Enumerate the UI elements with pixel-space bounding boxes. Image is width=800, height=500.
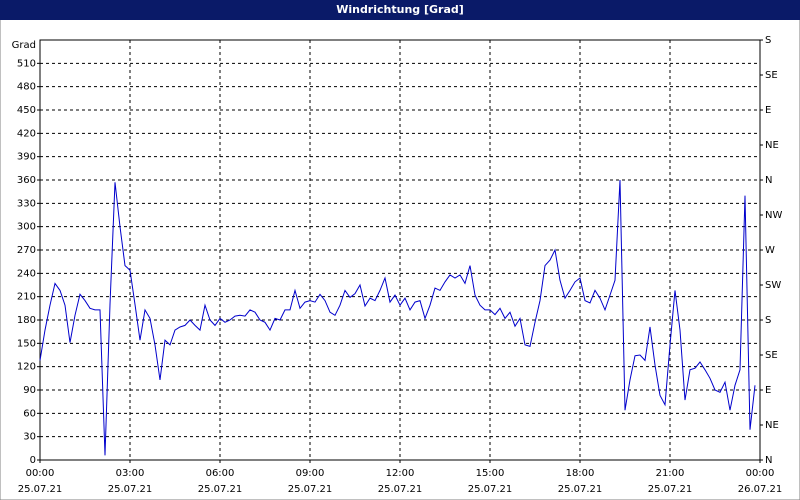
x-tick-label: 00:00 bbox=[746, 468, 775, 479]
y-tick-label: 480 bbox=[17, 82, 36, 93]
y2-tick-label: SE bbox=[765, 70, 778, 81]
x-tick-date: 25.07.21 bbox=[18, 484, 63, 495]
y2-tick-label: NW bbox=[765, 210, 782, 221]
y-tick-label: 390 bbox=[17, 152, 36, 163]
y-tick-label: 180 bbox=[17, 315, 36, 326]
y2-tick-label: SW bbox=[765, 280, 781, 291]
y-tick-label: 360 bbox=[17, 175, 36, 186]
y2-tick-label: NE bbox=[765, 420, 779, 431]
y-tick-label: 120 bbox=[17, 362, 36, 373]
y-tick-label: 330 bbox=[17, 198, 36, 209]
y-tick-label: 270 bbox=[17, 245, 36, 256]
x-tick-date: 25.07.21 bbox=[558, 484, 603, 495]
x-tick-label: 00:00 bbox=[26, 468, 55, 479]
y-tick-label: 30 bbox=[23, 432, 36, 443]
x-tick-label: 06:00 bbox=[206, 468, 235, 479]
y-tick-label: 300 bbox=[17, 222, 36, 233]
data-line bbox=[39, 179, 756, 456]
x-tick-date: 26.07.21 bbox=[738, 484, 783, 495]
y2-tick-label: E bbox=[765, 385, 771, 396]
x-tick-date: 25.07.21 bbox=[198, 484, 243, 495]
x-tick-date: 25.07.21 bbox=[108, 484, 153, 495]
y2-tick-label: N bbox=[765, 175, 772, 186]
y-tick-label: 0 bbox=[30, 455, 36, 466]
y2-tick-label: N bbox=[765, 455, 772, 466]
x-tick-label: 09:00 bbox=[296, 468, 325, 479]
y-tick-label: 60 bbox=[23, 408, 36, 419]
y-tick-label: 90 bbox=[23, 385, 36, 396]
y-tick-label: 150 bbox=[17, 338, 36, 349]
x-tick-label: 03:00 bbox=[116, 468, 145, 479]
y2-tick-label: NE bbox=[765, 140, 779, 151]
title-bar bbox=[0, 0, 800, 20]
x-tick-date: 25.07.21 bbox=[468, 484, 513, 495]
y2-tick-label: E bbox=[765, 105, 771, 116]
y-tick-label: 210 bbox=[17, 292, 36, 303]
x-tick-label: 21:00 bbox=[656, 468, 685, 479]
y-tick-label: 450 bbox=[17, 105, 36, 116]
x-tick-label: 18:00 bbox=[566, 468, 595, 479]
y2-tick-label: SE bbox=[765, 350, 778, 361]
x-tick-date: 25.07.21 bbox=[648, 484, 693, 495]
y-axis-label: Grad bbox=[12, 40, 36, 51]
y2-tick-label: S bbox=[765, 315, 771, 326]
y2-tick-label: S bbox=[765, 35, 771, 46]
chart-title: Windrichtung [Grad] bbox=[336, 3, 464, 16]
y2-tick-label: W bbox=[765, 245, 775, 256]
y-tick-label: 510 bbox=[17, 58, 36, 69]
x-tick-date: 25.07.21 bbox=[288, 484, 333, 495]
x-tick-label: 12:00 bbox=[386, 468, 415, 479]
y-tick-label: 240 bbox=[17, 268, 36, 279]
x-tick-label: 15:00 bbox=[476, 468, 505, 479]
y-tick-label: 420 bbox=[17, 128, 36, 139]
x-tick-date: 25.07.21 bbox=[378, 484, 423, 495]
